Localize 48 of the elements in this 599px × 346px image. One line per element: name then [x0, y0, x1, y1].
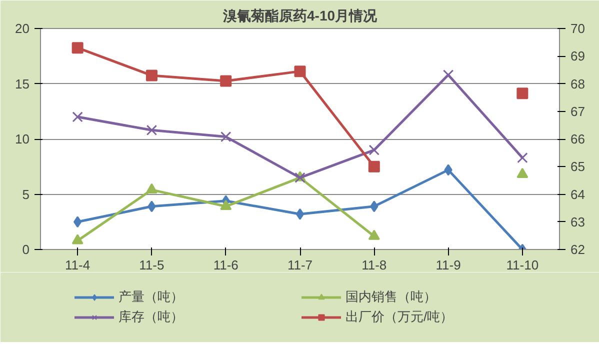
legend-label: 库存（吨）	[118, 308, 184, 326]
y-tick-label: 15	[15, 76, 30, 92]
point	[444, 164, 452, 176]
y2-tick-label: 69	[570, 48, 585, 64]
x-tick-label: 11-8	[362, 258, 387, 272]
y-tick-label: 20	[15, 21, 30, 36]
y2-tick-label: 64	[570, 186, 585, 202]
point	[294, 66, 306, 78]
x-tick-label: 11-10	[506, 258, 539, 272]
y-tick-label: 5	[22, 186, 30, 202]
x-tick-label: 11-4	[65, 258, 90, 272]
x-tick-label: 11-7	[287, 258, 313, 272]
point	[220, 75, 232, 87]
legend-label: 出厂价（万元/吨）	[346, 308, 454, 326]
point	[72, 112, 83, 122]
point	[73, 216, 82, 228]
y2-tick-label: 70	[570, 21, 585, 36]
point	[517, 152, 528, 164]
chart-title: 溴氰菊酯原药4-10月情况	[222, 8, 378, 24]
point	[146, 183, 158, 194]
point	[370, 200, 378, 212]
point	[296, 208, 304, 220]
point	[146, 124, 158, 136]
point	[146, 70, 158, 82]
point	[442, 70, 454, 80]
y2-tick-label: 68	[570, 76, 585, 92]
y2-tick-label: 65	[570, 159, 585, 174]
y2-tick-label: 63	[570, 214, 585, 230]
point	[148, 200, 156, 212]
point	[72, 42, 84, 54]
x-tick-label: 11-5	[139, 258, 164, 272]
y2-tick-label: 62	[570, 242, 585, 257]
x-tick-label: 11-6	[213, 258, 238, 272]
point	[72, 234, 84, 244]
y2-tick-label: 67	[570, 104, 585, 119]
point	[220, 131, 232, 142]
y-tick-label: 0	[22, 242, 30, 257]
point	[368, 144, 380, 156]
x-tick-label: 11-9	[436, 258, 461, 272]
legend-label: 产量（吨）	[118, 288, 184, 306]
point	[220, 200, 232, 210]
y2-tick-label: 66	[570, 132, 585, 146]
point	[516, 88, 528, 100]
point	[368, 160, 380, 172]
legend-label: 国内销售（吨）	[346, 288, 438, 306]
y-tick-label: 10	[15, 132, 30, 146]
point	[368, 230, 380, 240]
point	[516, 168, 528, 178]
